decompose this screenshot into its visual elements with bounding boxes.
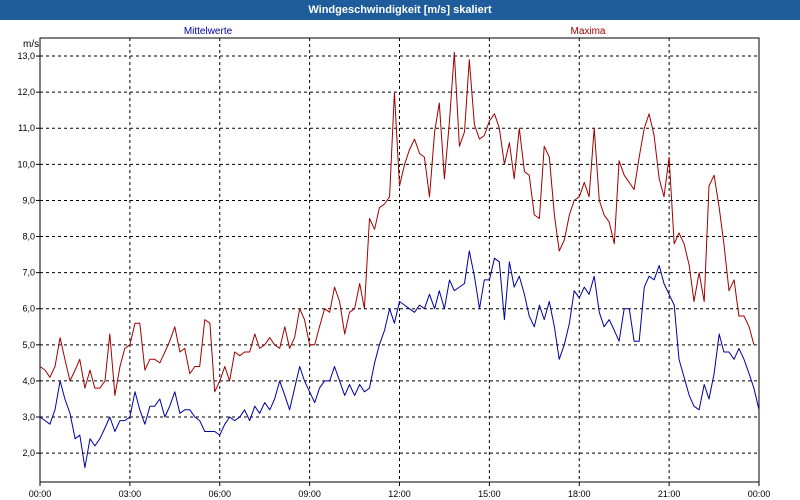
legend-maxima: Maxima xyxy=(570,26,605,37)
x-tick-time: 18:00 xyxy=(568,489,591,499)
x-tick-time: 15:00 xyxy=(478,489,501,499)
x-tick-time: 00:00 xyxy=(748,489,771,499)
series-line-maxima xyxy=(39,51,755,396)
series-lines xyxy=(39,51,760,469)
y-tick-label: 2,0 xyxy=(22,448,35,458)
x-tick-time: 03:00 xyxy=(119,489,142,499)
y-tick-label: 6,0 xyxy=(22,304,35,314)
y-axis-ticks: 2,0 3,0 4,0 5,0 6,0 7,0 8,0 9,0 10,0 11,0 12,0 13,0 xyxy=(17,51,40,458)
y-tick-label: 3,0 xyxy=(22,412,35,422)
y-tick-label: 7,0 xyxy=(22,268,35,278)
legend-mittelwerte: Mittelwerte xyxy=(184,26,233,37)
x-tick-time: 09:00 xyxy=(298,489,321,499)
y-axis-label: m/s xyxy=(23,39,39,50)
y-tick-label: 12,0 xyxy=(17,87,35,97)
chart-title: Windgeschwindigkeit [m/s] skaliert xyxy=(0,0,800,20)
x-tick-time: 00:00 xyxy=(29,489,52,499)
wind-speed-chart: 2,0 3,0 4,0 5,0 6,0 7,0 8,0 9,0 10,0 11,0 12,0 13,0… xyxy=(17,26,771,499)
y-tick-label: 11,0 xyxy=(18,123,35,133)
x-tick-time: 06:00 xyxy=(208,489,231,499)
y-tick-label: 13,0 xyxy=(17,51,35,61)
x-axis-ticks: 00:0018.11.1703:0018.11.1706:0018.11.170… xyxy=(29,482,771,499)
series-line-mittelwerte xyxy=(39,250,760,469)
y-tick-label: 9,0 xyxy=(22,195,35,205)
x-tick-time: 12:00 xyxy=(388,489,411,499)
x-tick-time: 21:00 xyxy=(658,489,681,499)
gridlines xyxy=(40,38,759,482)
y-tick-label: 5,0 xyxy=(22,340,35,350)
y-tick-label: 4,0 xyxy=(22,376,35,386)
y-tick-label: 8,0 xyxy=(22,232,35,242)
y-tick-label: 10,0 xyxy=(17,159,35,169)
